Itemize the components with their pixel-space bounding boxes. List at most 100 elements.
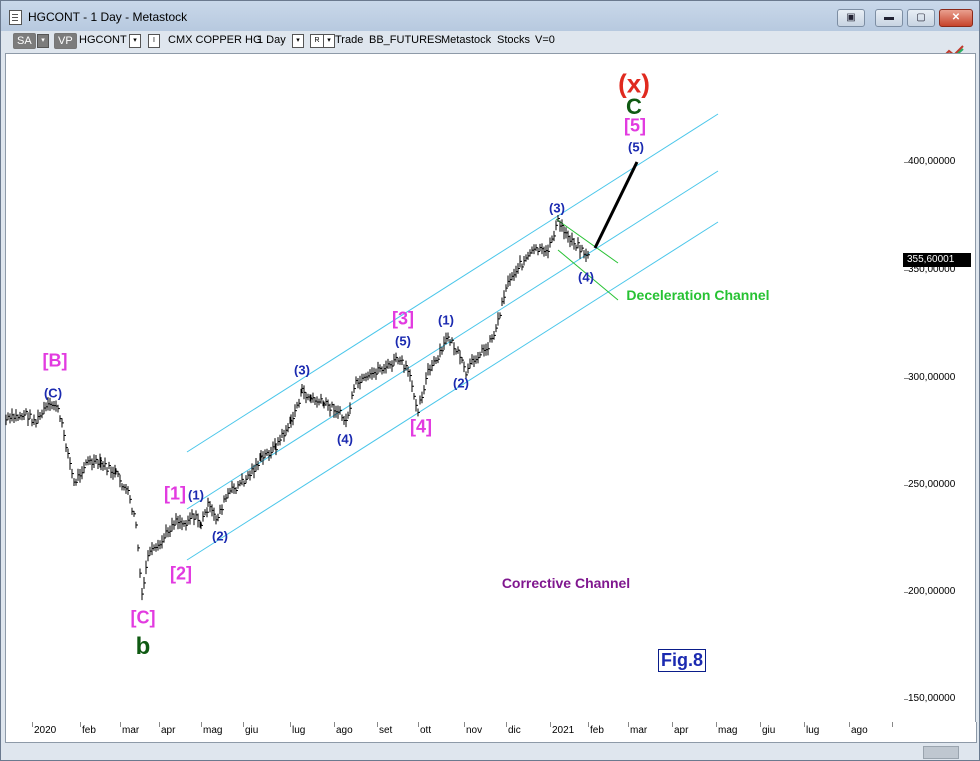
wave-c-label: C	[626, 94, 642, 119]
y-tick	[904, 699, 908, 700]
chart-toolbar: SA ▾ VP HGCONT ▾ I CMX COPPER HG 1 Day ▾…	[5, 31, 975, 51]
source-label: Metastock	[441, 34, 492, 46]
x-tick	[32, 722, 33, 727]
x-label: mar	[630, 725, 648, 736]
mode-label: Stocks	[497, 34, 531, 46]
x-label: mag	[718, 725, 738, 736]
interval-button[interactable]: I	[148, 34, 160, 48]
y-label: 300,00000	[908, 372, 956, 383]
y-tick	[904, 485, 908, 486]
x-tick	[243, 722, 244, 727]
x-label: ott	[420, 725, 432, 736]
channel-upper-line	[186, 113, 719, 453]
wave-1-bracket-label: [1]	[164, 483, 186, 504]
restore-icon[interactable]: ▣	[837, 9, 865, 27]
x-tick	[588, 722, 589, 727]
x-label: ago	[851, 725, 868, 736]
x-label: feb	[82, 725, 96, 736]
x-label: set	[379, 725, 393, 736]
wave-c-bracket-label: [C]	[130, 607, 156, 628]
wave-2-circle-label: (2)	[212, 528, 228, 544]
wave-4-left-label: (4)	[337, 431, 353, 447]
wave-4-right-label: (4)	[578, 269, 594, 285]
y-label: 350,00000	[908, 264, 956, 275]
wave-2-mid-label: (2)	[453, 375, 469, 391]
x-label: mag	[203, 725, 223, 736]
volume-label: V=0	[535, 34, 555, 46]
symbol-label: HGCONT	[79, 34, 127, 46]
x-tick	[159, 722, 160, 727]
x-label: lug	[292, 725, 306, 736]
wave-b-bracket-label: [B]	[42, 350, 68, 371]
y-tick	[904, 162, 908, 163]
x-tick	[464, 722, 465, 727]
x-tick	[892, 722, 893, 727]
x-tick	[716, 722, 717, 727]
maximize-icon[interactable]: ▢	[907, 9, 935, 27]
x-label: giu	[245, 725, 259, 736]
wave-4-bracket-label: [4]	[410, 416, 432, 437]
y-label: 150,00000	[908, 693, 956, 704]
x-label: dic	[508, 725, 521, 736]
x-tick	[201, 722, 202, 727]
wave-5-circle-label: (5)	[628, 139, 644, 155]
wave-1-mid-label: (1)	[438, 312, 454, 328]
y-tick	[904, 592, 908, 593]
symbol-dropdown[interactable]: ▾	[129, 34, 141, 48]
y-label: 250,00000	[908, 479, 956, 490]
wave-x-label: (x)	[618, 68, 650, 99]
date-axis[interactable]: 2020 feb mar apr mag giu lug ago set ott nov dic 202…	[5, 722, 977, 743]
trade-label: Trade	[335, 34, 364, 46]
x-tick	[760, 722, 761, 727]
x-label: lug	[806, 725, 820, 736]
r-button[interactable]: R	[310, 34, 324, 48]
period-label: 1 Day	[257, 34, 286, 46]
x-label: giu	[762, 725, 776, 736]
x-tick	[804, 722, 805, 727]
x-label: 2020	[34, 725, 57, 736]
wave-3-bracket-label: [3]	[392, 308, 414, 329]
wave-b-small-label: b	[135, 633, 151, 660]
sa-button[interactable]: SA	[13, 33, 36, 49]
horizontal-scrollbar[interactable]	[5, 743, 975, 759]
price-axis[interactable]: 400,00000 350,00000 300,00000 250,00000 …	[903, 53, 976, 723]
x-label: apr	[674, 725, 689, 736]
x-label: mar	[122, 725, 140, 736]
minimize-icon[interactable]: ▬	[875, 9, 903, 27]
price-chart[interactable]: (x) C [5] (5) (3) (4) Deceleration Chann…	[5, 53, 905, 723]
title-bar[interactable]: HGCONT - 1 Day - Metastock ▣ ▬ ▢ ✕	[1, 1, 979, 31]
projection-line	[593, 161, 639, 249]
last-price-tag: 355,60001	[903, 253, 971, 267]
feed-label: BB_FUTURES	[369, 34, 442, 46]
wave-5-bracket-label: [5]	[624, 115, 646, 136]
window-title: HGCONT - 1 Day - Metastock	[28, 10, 188, 24]
wave-2-bracket-label: [2]	[170, 563, 192, 584]
corrective-channel-label: Corrective Channel	[501, 575, 631, 591]
deceleration-channel-label: Deceleration Channel	[626, 287, 770, 303]
x-tick	[672, 722, 673, 727]
x-tick	[849, 722, 850, 727]
x-tick	[120, 722, 121, 727]
deceleration-lower-line	[557, 249, 619, 301]
security-name: CMX COPPER HG	[168, 34, 262, 46]
close-icon[interactable]: ✕	[939, 9, 973, 27]
x-label: apr	[161, 725, 176, 736]
scroll-thumb[interactable]	[923, 746, 959, 759]
x-label: feb	[590, 725, 604, 736]
r-dropdown[interactable]: ▾	[323, 34, 335, 48]
channel-lower-line	[186, 221, 719, 561]
wave-1-circle-label: (1)	[188, 487, 204, 503]
x-tick	[334, 722, 335, 727]
wave-3-left-label: (3)	[294, 362, 310, 378]
x-label: ago	[336, 725, 353, 736]
sa-dropdown[interactable]: ▾	[37, 34, 49, 48]
y-tick	[904, 270, 908, 271]
x-tick	[506, 722, 507, 727]
vp-button[interactable]: VP	[54, 33, 77, 49]
y-label: 200,00000	[908, 586, 956, 597]
wave-c-circle-label: (C)	[43, 385, 63, 401]
period-dropdown[interactable]: ▾	[292, 34, 304, 48]
x-label: 2021	[552, 725, 575, 736]
x-tick	[628, 722, 629, 727]
